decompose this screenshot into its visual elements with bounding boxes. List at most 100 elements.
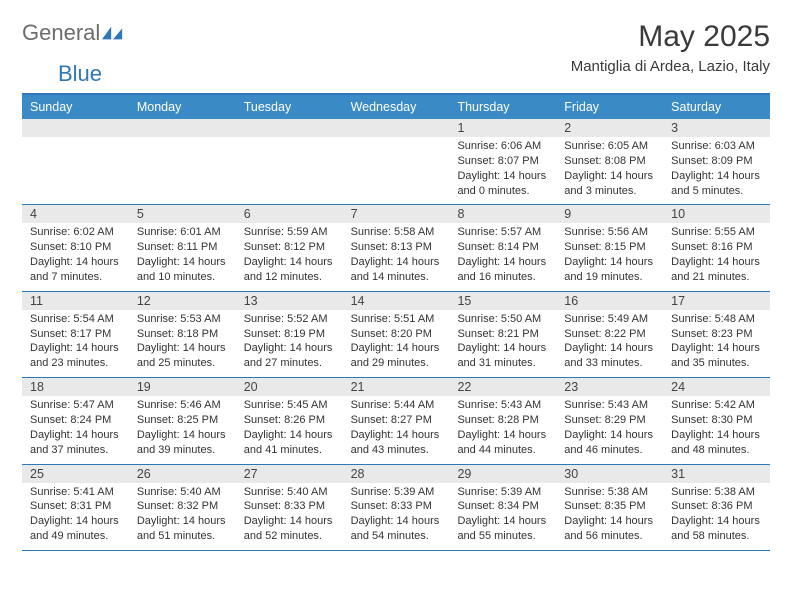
date-number: 1 <box>449 119 556 137</box>
brand-part2: Blue <box>58 61 102 87</box>
weekday-mon: Monday <box>129 95 236 119</box>
sunrise-line: Sunrise: 5:43 AM <box>457 398 548 413</box>
day1-line: Daylight: 14 hours <box>564 428 655 443</box>
sunset-line: Sunset: 8:10 PM <box>30 240 121 255</box>
day-cell: Sunrise: 6:01 AMSunset: 8:11 PMDaylight:… <box>129 223 236 290</box>
day-cell: Sunrise: 5:52 AMSunset: 8:19 PMDaylight:… <box>236 310 343 377</box>
day-cell: Sunrise: 5:49 AMSunset: 8:22 PMDaylight:… <box>556 310 663 377</box>
day1-line: Daylight: 14 hours <box>351 514 442 529</box>
day-cell <box>22 137 129 204</box>
day1-line: Daylight: 14 hours <box>457 428 548 443</box>
day-cell <box>129 137 236 204</box>
calendar-page: General May 2025 Mantiglia di Ardea, Laz… <box>0 0 792 571</box>
day1-line: Daylight: 14 hours <box>351 341 442 356</box>
date-number: 5 <box>129 205 236 223</box>
sunrise-line: Sunrise: 6:03 AM <box>671 139 762 154</box>
day2-line: and 27 minutes. <box>244 356 335 371</box>
day2-line: and 33 minutes. <box>564 356 655 371</box>
week-separator <box>22 550 770 551</box>
sunrise-line: Sunrise: 5:44 AM <box>351 398 442 413</box>
sunrise-line: Sunrise: 5:55 AM <box>671 225 762 240</box>
day1-line: Daylight: 14 hours <box>564 341 655 356</box>
weekday-thu: Thursday <box>449 95 556 119</box>
day2-line: and 41 minutes. <box>244 443 335 458</box>
day2-line: and 44 minutes. <box>457 443 548 458</box>
sunset-line: Sunset: 8:08 PM <box>564 154 655 169</box>
day-cell: Sunrise: 5:41 AMSunset: 8:31 PMDaylight:… <box>22 483 129 550</box>
sunset-line: Sunset: 8:33 PM <box>351 499 442 514</box>
day2-line: and 54 minutes. <box>351 529 442 544</box>
day-cell: Sunrise: 5:43 AMSunset: 8:28 PMDaylight:… <box>449 396 556 463</box>
day2-line: and 56 minutes. <box>564 529 655 544</box>
sunset-line: Sunset: 8:15 PM <box>564 240 655 255</box>
day1-line: Daylight: 14 hours <box>457 341 548 356</box>
day-cell: Sunrise: 5:46 AMSunset: 8:25 PMDaylight:… <box>129 396 236 463</box>
day2-line: and 35 minutes. <box>671 356 762 371</box>
day2-line: and 12 minutes. <box>244 270 335 285</box>
day1-line: Daylight: 14 hours <box>671 514 762 529</box>
day2-line: and 0 minutes. <box>457 184 548 199</box>
sunrise-line: Sunrise: 5:59 AM <box>244 225 335 240</box>
sunrise-line: Sunrise: 5:39 AM <box>351 485 442 500</box>
day1-line: Daylight: 14 hours <box>244 428 335 443</box>
sunrise-line: Sunrise: 6:06 AM <box>457 139 548 154</box>
sunrise-line: Sunrise: 5:50 AM <box>457 312 548 327</box>
page-title: May 2025 <box>571 20 770 54</box>
sunrise-line: Sunrise: 5:43 AM <box>564 398 655 413</box>
day2-line: and 58 minutes. <box>671 529 762 544</box>
day2-line: and 19 minutes. <box>564 270 655 285</box>
day2-line: and 43 minutes. <box>351 443 442 458</box>
sunset-line: Sunset: 8:17 PM <box>30 327 121 342</box>
day1-line: Daylight: 14 hours <box>457 255 548 270</box>
day-cell: Sunrise: 5:47 AMSunset: 8:24 PMDaylight:… <box>22 396 129 463</box>
data-row: Sunrise: 5:54 AMSunset: 8:17 PMDaylight:… <box>22 310 770 377</box>
day-cell: Sunrise: 5:50 AMSunset: 8:21 PMDaylight:… <box>449 310 556 377</box>
data-row: Sunrise: 5:41 AMSunset: 8:31 PMDaylight:… <box>22 483 770 550</box>
location-label: Mantiglia di Ardea, Lazio, Italy <box>571 58 770 75</box>
sunset-line: Sunset: 8:09 PM <box>671 154 762 169</box>
data-row: Sunrise: 6:06 AMSunset: 8:07 PMDaylight:… <box>22 137 770 204</box>
brand-part1: General <box>22 20 100 46</box>
day2-line: and 29 minutes. <box>351 356 442 371</box>
sunrise-line: Sunrise: 5:40 AM <box>244 485 335 500</box>
date-number: 17 <box>663 292 770 310</box>
day-cell: Sunrise: 5:39 AMSunset: 8:34 PMDaylight:… <box>449 483 556 550</box>
sunrise-line: Sunrise: 5:45 AM <box>244 398 335 413</box>
date-number: 12 <box>129 292 236 310</box>
sunrise-line: Sunrise: 5:40 AM <box>137 485 228 500</box>
day1-line: Daylight: 14 hours <box>137 255 228 270</box>
date-number: 19 <box>129 378 236 396</box>
day2-line: and 37 minutes. <box>30 443 121 458</box>
date-bar: 25262728293031 <box>22 465 770 483</box>
date-number <box>343 119 450 137</box>
day2-line: and 49 minutes. <box>30 529 121 544</box>
day-cell: Sunrise: 6:06 AMSunset: 8:07 PMDaylight:… <box>449 137 556 204</box>
day2-line: and 31 minutes. <box>457 356 548 371</box>
sunrise-line: Sunrise: 5:53 AM <box>137 312 228 327</box>
date-number: 26 <box>129 465 236 483</box>
day2-line: and 3 minutes. <box>564 184 655 199</box>
date-number: 27 <box>236 465 343 483</box>
day1-line: Daylight: 14 hours <box>671 255 762 270</box>
day2-line: and 25 minutes. <box>137 356 228 371</box>
day-cell: Sunrise: 5:44 AMSunset: 8:27 PMDaylight:… <box>343 396 450 463</box>
sunset-line: Sunset: 8:14 PM <box>457 240 548 255</box>
day2-line: and 21 minutes. <box>671 270 762 285</box>
weekday-sat: Saturday <box>663 95 770 119</box>
day-cell: Sunrise: 5:55 AMSunset: 8:16 PMDaylight:… <box>663 223 770 290</box>
date-number: 24 <box>663 378 770 396</box>
sunrise-line: Sunrise: 5:57 AM <box>457 225 548 240</box>
sunrise-line: Sunrise: 6:01 AM <box>137 225 228 240</box>
day-cell: Sunrise: 5:51 AMSunset: 8:20 PMDaylight:… <box>343 310 450 377</box>
day2-line: and 39 minutes. <box>137 443 228 458</box>
date-number: 7 <box>343 205 450 223</box>
day1-line: Daylight: 14 hours <box>457 514 548 529</box>
date-number: 2 <box>556 119 663 137</box>
day1-line: Daylight: 14 hours <box>137 341 228 356</box>
date-number: 28 <box>343 465 450 483</box>
day-cell: Sunrise: 5:40 AMSunset: 8:33 PMDaylight:… <box>236 483 343 550</box>
day1-line: Daylight: 14 hours <box>30 514 121 529</box>
sunset-line: Sunset: 8:18 PM <box>137 327 228 342</box>
sunrise-line: Sunrise: 5:38 AM <box>564 485 655 500</box>
sunset-line: Sunset: 8:28 PM <box>457 413 548 428</box>
